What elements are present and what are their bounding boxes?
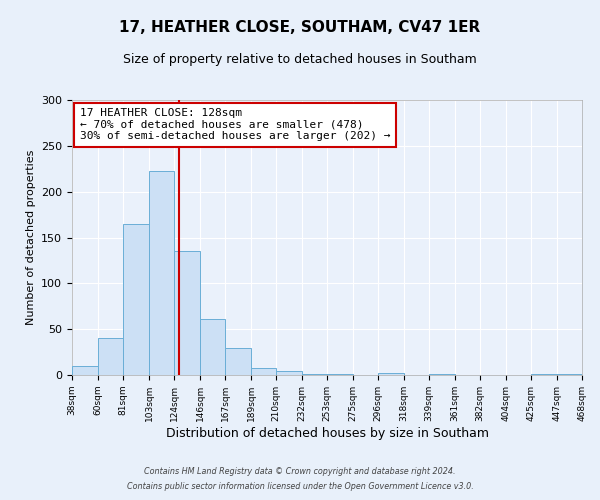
Text: 17 HEATHER CLOSE: 128sqm
← 70% of detached houses are smaller (478)
30% of semi-: 17 HEATHER CLOSE: 128sqm ← 70% of detach… <box>80 108 390 142</box>
X-axis label: Distribution of detached houses by size in Southam: Distribution of detached houses by size … <box>166 426 488 440</box>
Y-axis label: Number of detached properties: Number of detached properties <box>26 150 35 325</box>
Bar <box>276 372 302 375</box>
Bar <box>174 251 200 375</box>
Bar <box>123 224 149 375</box>
Bar <box>251 368 276 375</box>
Text: Contains public sector information licensed under the Open Government Licence v3: Contains public sector information licen… <box>127 482 473 491</box>
Bar <box>378 373 404 375</box>
Bar <box>98 338 123 375</box>
Text: Size of property relative to detached houses in Southam: Size of property relative to detached ho… <box>123 52 477 66</box>
Bar <box>72 366 98 375</box>
Bar <box>557 374 582 375</box>
Text: 17, HEATHER CLOSE, SOUTHAM, CV47 1ER: 17, HEATHER CLOSE, SOUTHAM, CV47 1ER <box>119 20 481 35</box>
Bar <box>225 348 251 375</box>
Bar <box>531 374 557 375</box>
Bar <box>327 374 353 375</box>
Bar <box>429 374 455 375</box>
Text: Contains HM Land Registry data © Crown copyright and database right 2024.: Contains HM Land Registry data © Crown c… <box>144 467 456 476</box>
Bar <box>302 374 327 375</box>
Bar <box>200 319 225 375</box>
Bar <box>149 172 174 375</box>
